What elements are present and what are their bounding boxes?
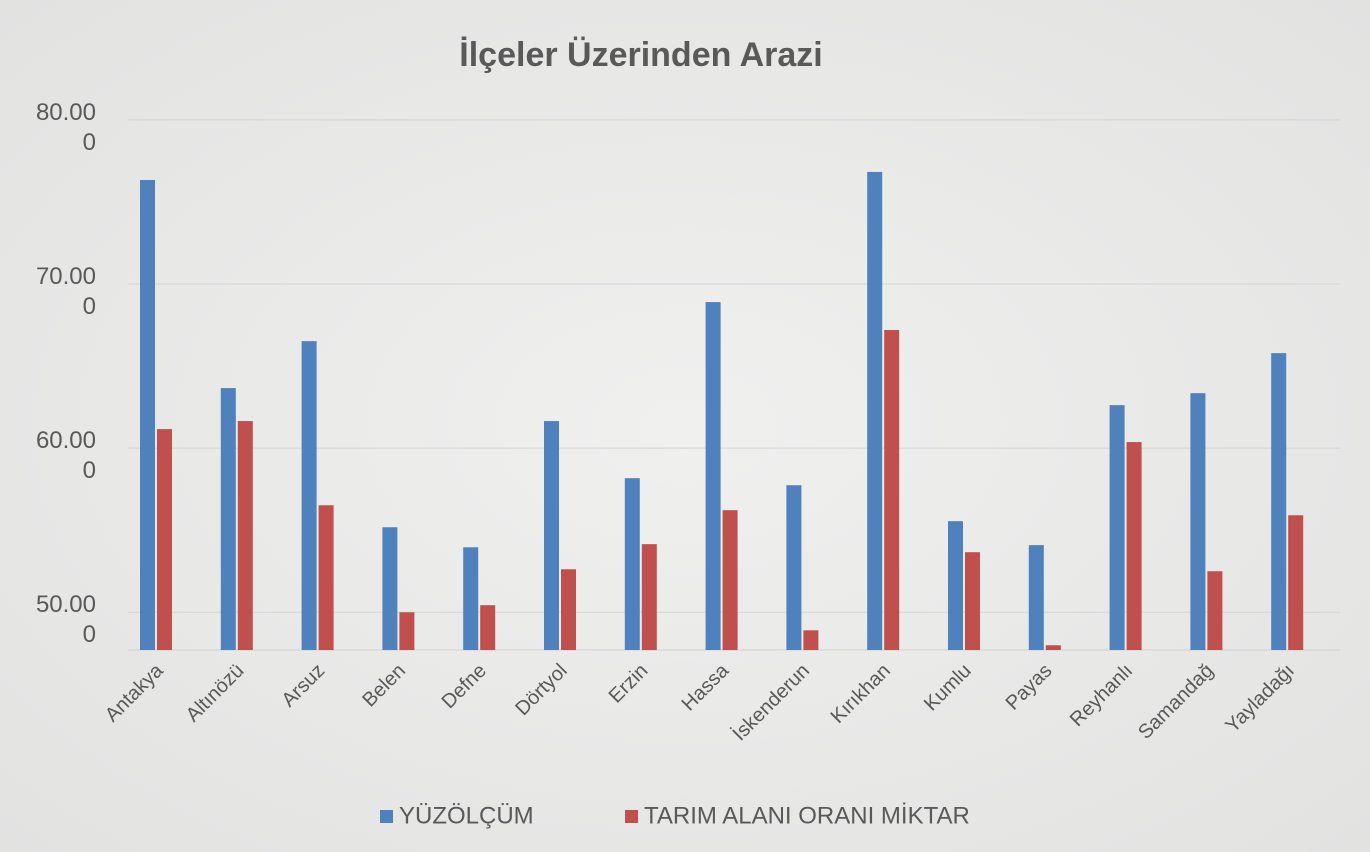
y-tick-label: 60.000 — [35, 427, 96, 485]
y-tick-label: 50.000 — [35, 591, 96, 649]
bar — [867, 171, 883, 650]
bar — [786, 485, 802, 650]
bar — [463, 547, 479, 650]
x-tick-label: Samandağ — [1134, 660, 1218, 744]
x-tick-label: Payas — [1002, 660, 1057, 715]
bar — [1109, 405, 1125, 650]
bar — [480, 605, 496, 650]
bar — [1190, 393, 1206, 650]
bar — [220, 388, 236, 650]
legend-label: YÜZÖLÇÜM — [399, 802, 534, 829]
bar — [884, 329, 900, 650]
bar — [1126, 442, 1142, 650]
chart-title: İlçeler Üzerinden Arazi — [459, 36, 822, 74]
x-tick-label: Erzin — [605, 660, 653, 708]
legend-swatch — [380, 810, 393, 823]
x-tick-label: Yayladağı — [1221, 660, 1298, 737]
bar — [399, 612, 415, 650]
bar — [544, 421, 559, 650]
legend-swatch — [625, 810, 638, 823]
bar — [1207, 571, 1223, 650]
bar — [641, 544, 657, 650]
bar — [965, 552, 980, 650]
bar — [624, 478, 640, 650]
bar — [1045, 645, 1061, 650]
bar — [1288, 515, 1304, 650]
bar — [382, 527, 398, 650]
bar — [157, 429, 172, 650]
x-tick-label: Dörtyol — [511, 660, 571, 720]
x-tick-label: Altınözü — [182, 660, 249, 727]
x-tick-label: Hassa — [678, 659, 734, 715]
y-tick-label: 70.000 — [35, 263, 96, 321]
y-tick-label: 80.000 — [35, 98, 96, 156]
x-tick-label: Defne — [438, 660, 491, 713]
bar — [1271, 353, 1287, 650]
x-tick-label: Kumlu — [920, 660, 976, 716]
bar — [722, 510, 738, 650]
x-tick-label: Belen — [358, 660, 410, 712]
bar — [140, 179, 155, 650]
bar — [318, 505, 334, 650]
legend-label: TARIM ALANI ORANI MİKTAR — [644, 802, 970, 829]
x-tick-label: İskenderun — [728, 659, 814, 745]
x-tick-label: Kırıkhan — [827, 660, 895, 728]
x-tick-label: Antakya — [101, 659, 168, 726]
bar — [237, 421, 253, 650]
bar — [705, 302, 721, 650]
bar — [561, 569, 576, 650]
bar — [948, 521, 963, 650]
bar — [1028, 545, 1044, 650]
x-tick-label: Arsuz — [278, 660, 330, 712]
x-tick-label: Reyhanlı — [1066, 660, 1137, 731]
bar — [301, 341, 317, 650]
bar — [803, 630, 819, 650]
